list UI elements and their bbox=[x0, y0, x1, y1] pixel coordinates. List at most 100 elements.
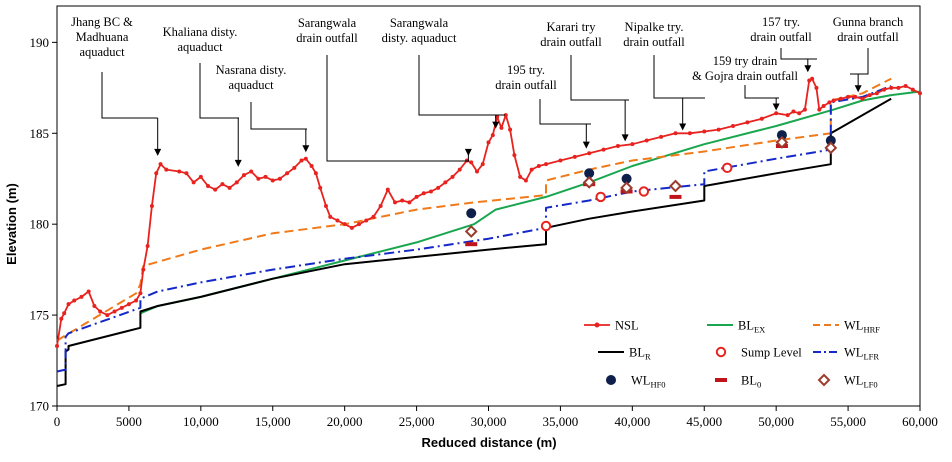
nsl-point bbox=[443, 180, 448, 185]
annotation-leader bbox=[653, 55, 705, 99]
nsl-point bbox=[328, 214, 333, 219]
nsl-point bbox=[141, 267, 146, 272]
legend-label: Sump Level bbox=[741, 346, 802, 360]
nsl-point bbox=[827, 100, 832, 105]
nsl-point bbox=[92, 304, 97, 308]
legend-swatch-point bbox=[594, 322, 600, 328]
annotation-label: aquaduct bbox=[177, 40, 223, 54]
marker-sump bbox=[722, 162, 733, 174]
annotation-leader bbox=[570, 55, 629, 101]
annotation-arrowhead bbox=[492, 121, 500, 129]
nsl-point bbox=[687, 131, 692, 136]
x-tick-label: 5000 bbox=[116, 414, 142, 429]
annotation-label: Madhuana bbox=[76, 30, 129, 44]
nsl-point bbox=[119, 305, 124, 310]
nsl-point bbox=[256, 176, 261, 181]
nsl-point bbox=[191, 180, 196, 185]
legend-item-bl_ex: BLEX bbox=[707, 319, 765, 335]
nsl-point bbox=[371, 214, 376, 219]
nsl-point bbox=[421, 191, 426, 196]
nsl-point bbox=[105, 313, 110, 318]
nsl-point bbox=[364, 218, 369, 223]
nsl-point bbox=[759, 116, 764, 121]
x-axis-title: Reduced distance (m) bbox=[421, 435, 556, 450]
nsl-point bbox=[66, 302, 71, 307]
nsl-point bbox=[299, 158, 304, 163]
legend-label: WLLF0 bbox=[844, 374, 878, 390]
nsl-point bbox=[184, 171, 189, 176]
nsl-point bbox=[774, 111, 779, 116]
nsl-point bbox=[318, 185, 323, 190]
x-tick-label: 30,000 bbox=[471, 414, 507, 429]
nsl-point bbox=[292, 165, 297, 170]
nsl-point bbox=[503, 113, 508, 118]
annotation-label: Nasrana disty. bbox=[216, 63, 287, 77]
nsl-point bbox=[544, 162, 549, 167]
legend-label-sub: EX bbox=[754, 325, 765, 335]
annotation-leader bbox=[418, 55, 505, 116]
nsl-point bbox=[59, 316, 64, 321]
nsl-point bbox=[673, 131, 678, 136]
nsl-point bbox=[450, 174, 455, 179]
series-line-bl_ex bbox=[140, 90, 921, 315]
series-line-bl_r bbox=[56, 97, 892, 387]
nsl-point bbox=[149, 204, 154, 208]
legend-item-wl_hrf: WLHRF bbox=[813, 319, 880, 335]
annotation-arrowhead bbox=[582, 141, 590, 149]
y-tick-label: 185 bbox=[30, 126, 50, 141]
nsl-point bbox=[807, 78, 812, 83]
marker-bl0 bbox=[465, 242, 478, 247]
series-line-wl_lfr bbox=[56, 85, 892, 373]
nsl-point bbox=[791, 109, 796, 114]
nsl-point bbox=[785, 113, 790, 118]
annotation-label: Karari try bbox=[547, 20, 597, 34]
nsl-point bbox=[55, 344, 59, 348]
nsl-point bbox=[601, 147, 606, 152]
nsl-point bbox=[874, 91, 879, 96]
nsl-point bbox=[198, 174, 203, 179]
y-tick-label: 170 bbox=[30, 399, 50, 414]
annotation-label: drain outfall bbox=[623, 35, 685, 49]
nsl-point bbox=[499, 125, 504, 130]
nsl-point bbox=[407, 200, 412, 205]
nsl-point bbox=[270, 178, 275, 183]
legend-item-wl_lf0: WLLF0 bbox=[817, 374, 878, 390]
nsl-point bbox=[241, 173, 246, 178]
axis-layer: 0 5000 10,000 15,000 20,000 25,000 30,000 35,00… bbox=[30, 5, 938, 429]
nsl-point bbox=[249, 169, 254, 174]
nsl-point bbox=[112, 309, 117, 314]
nsl-point bbox=[177, 169, 182, 174]
annotation-leader bbox=[780, 48, 817, 60]
nsl-point bbox=[98, 309, 103, 314]
legend-label-sub: R bbox=[645, 352, 651, 362]
legend-label: WLLFR bbox=[844, 346, 879, 362]
annotation-label: aquaduct bbox=[79, 45, 125, 59]
legend-label: WLHRF bbox=[844, 319, 880, 335]
nsl-point bbox=[285, 171, 290, 176]
x-tick-label: 60,000 bbox=[902, 414, 938, 429]
nsl-point bbox=[918, 91, 922, 96]
y-axis-title: Elevation (m) bbox=[4, 183, 19, 265]
legend-label: BLR bbox=[629, 346, 651, 362]
nsl-point bbox=[428, 189, 433, 194]
annotation-arrowhead bbox=[804, 65, 812, 73]
nsl-point bbox=[659, 134, 664, 139]
nsl-point bbox=[745, 120, 750, 125]
annotation-leader bbox=[326, 55, 469, 162]
series-layer bbox=[55, 76, 922, 387]
annotation-label: Nipalke try. bbox=[625, 20, 684, 34]
nsl-point bbox=[702, 129, 707, 134]
legend-label-sub: HRF bbox=[863, 325, 880, 335]
marker-sump bbox=[638, 186, 650, 197]
nsl-point bbox=[62, 311, 67, 316]
y-tick-label: 180 bbox=[30, 217, 50, 232]
x-tick-label: 25,000 bbox=[399, 414, 435, 429]
nsl-point bbox=[349, 225, 354, 230]
x-tick-label: 15,000 bbox=[255, 414, 291, 429]
annotation-arrowhead bbox=[302, 145, 310, 153]
marker-wl_hf0 bbox=[776, 130, 787, 141]
annotation-leader bbox=[250, 102, 307, 130]
nsl-point bbox=[457, 167, 462, 172]
x-tick-label: 0 bbox=[54, 414, 61, 429]
nsl-point bbox=[145, 244, 150, 248]
